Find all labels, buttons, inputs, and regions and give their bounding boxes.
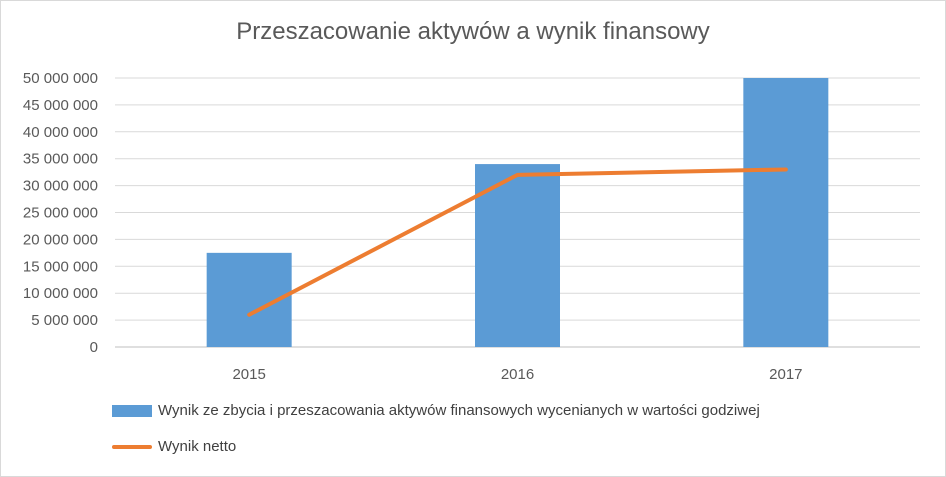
bar xyxy=(475,164,560,347)
y-tick-label: 10 000 000 xyxy=(23,285,98,302)
y-tick-label: 15 000 000 xyxy=(23,258,98,275)
y-axis-tick-labels: 0 5 000 000 10 000 000 15 000 000 20 000 000… xyxy=(23,70,98,356)
bar xyxy=(743,78,829,347)
y-tick-label: 25 000 000 xyxy=(23,205,98,222)
x-tick-label: 2017 xyxy=(769,366,802,383)
y-tick-label: 30 000 000 xyxy=(23,178,98,195)
legend-swatch-bar xyxy=(112,404,152,417)
chart-title: Przeszacowanie aktywów a wynik finansowy xyxy=(236,18,710,45)
y-tick-label: 20 000 000 xyxy=(23,231,98,248)
bar-series xyxy=(206,78,829,347)
line-path xyxy=(247,167,788,317)
legend-label-bar: Wynik ze zbycia i przeszacowania aktywów… xyxy=(158,402,760,419)
legend-swatch-line xyxy=(112,444,152,449)
legend-item-line: Wynik netto xyxy=(112,438,236,455)
y-tick-label: 50 000 000 xyxy=(23,70,98,87)
y-tick-label: 40 000 000 xyxy=(23,124,98,141)
y-tick-label: 35 000 000 xyxy=(23,151,98,168)
x-tick-label: 2015 xyxy=(232,366,265,383)
x-tick-label: 2016 xyxy=(501,366,534,383)
line-series xyxy=(247,167,788,317)
legend-item-bar: Wynik ze zbycia i przeszacowania aktywów… xyxy=(112,402,760,419)
y-tick-label: 5 000 000 xyxy=(31,312,98,329)
y-tick-label: 0 xyxy=(90,339,98,356)
x-axis-tick-labels: 2015 2016 2017 xyxy=(232,366,802,383)
y-tick-label: 45 000 000 xyxy=(23,97,98,114)
legend-label-line: Wynik netto xyxy=(158,438,237,455)
